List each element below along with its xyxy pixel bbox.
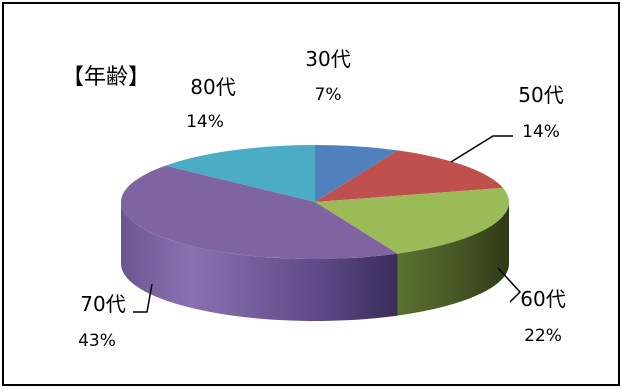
slice-50代 — [315, 150, 503, 202]
leader-line-60代 — [497, 267, 522, 303]
slice-value-60代: 22% — [524, 326, 562, 346]
slice-80代 — [165, 145, 315, 202]
slice-label-70代: 70代 — [80, 292, 125, 316]
slice-70代 — [120, 165, 398, 260]
slice-label-50代: 50代 — [518, 83, 563, 107]
slice-30代 — [315, 145, 398, 202]
slice-label-30代: 30代 — [305, 47, 350, 71]
chart-title: 【年齢】 — [62, 65, 150, 90]
slice-label-80代: 80代 — [190, 75, 235, 99]
leader-line-70代 — [133, 283, 153, 313]
slice-side-70代 — [121, 202, 398, 321]
slice-value-80代: 14% — [186, 112, 224, 132]
slice-60代 — [315, 187, 509, 254]
slice-side-60代 — [397, 202, 509, 316]
slice-value-30代: 7% — [315, 85, 342, 105]
slice-label-60代: 60代 — [520, 287, 565, 311]
leader-line-50代 — [450, 135, 513, 163]
slice-value-70代: 43% — [78, 331, 116, 351]
slice-value-50代: 14% — [522, 122, 560, 142]
